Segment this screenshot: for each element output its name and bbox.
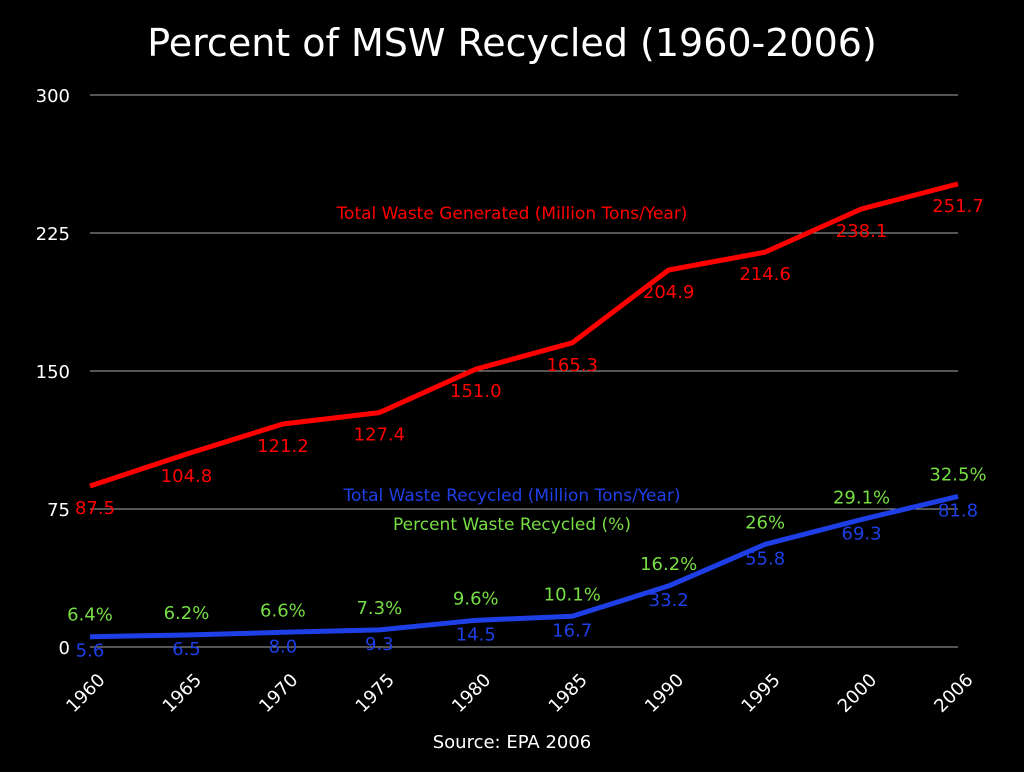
- data-label-recycled: 14.5: [456, 624, 496, 645]
- data-label-recycled: 33.2: [649, 590, 689, 611]
- x-tick-label: 1975: [352, 670, 399, 717]
- x-axis-ticks: 1960 1965 1970 1975 1980 1985 1990 1995 2000 2006: [62, 670, 977, 717]
- data-label-percent: 9.6%: [453, 588, 499, 609]
- data-label-recycled: 81.8: [938, 500, 978, 521]
- data-label-generated: 251.7: [932, 196, 984, 217]
- y-tick-label: 75: [47, 500, 70, 521]
- data-label-percent: 32.5%: [929, 464, 986, 485]
- series-line-recycled: [89, 494, 959, 640]
- data-label-percent: 10.1%: [544, 584, 601, 605]
- data-label-recycled: 6.5: [172, 639, 201, 660]
- x-tick-label: 1970: [255, 670, 302, 717]
- gridlines: [90, 94, 958, 648]
- y-tick-label: 225: [36, 224, 70, 245]
- data-label-generated: 151.0: [450, 381, 502, 402]
- data-label-generated: 165.3: [546, 355, 598, 376]
- series-label-percent: Percent Waste Recycled (%): [393, 515, 631, 535]
- data-label-generated: 127.4: [354, 425, 406, 446]
- data-label-percent: 26%: [745, 512, 785, 533]
- x-tick-label: 1980: [448, 670, 495, 717]
- data-label-percent: 16.2%: [640, 554, 697, 575]
- data-label-recycled: 8.0: [269, 636, 298, 657]
- y-axis-ticks: 0 75 150 225 300: [36, 86, 70, 659]
- data-label-percent: 6.2%: [164, 603, 210, 624]
- x-tick-label: 1995: [737, 670, 784, 717]
- series-label-generated: Total Waste Generated (Million Tons/Year…: [336, 204, 688, 224]
- y-tick-label: 0: [59, 638, 70, 659]
- data-label-recycled: 16.7: [552, 620, 592, 641]
- x-tick-label: 2000: [834, 670, 881, 717]
- series-lines: [89, 181, 959, 640]
- x-tick-label: 1960: [62, 670, 109, 717]
- series-label-recycled: Total Waste Recycled (Million Tons/Year): [343, 486, 681, 506]
- series-line-generated: [89, 181, 959, 489]
- data-label-percent: 29.1%: [833, 487, 890, 508]
- y-tick-label: 150: [36, 362, 70, 383]
- x-tick-label: 1965: [159, 670, 206, 717]
- chart-title: Percent of MSW Recycled (1960-2006): [147, 21, 877, 65]
- data-labels: 87.5 104.8 121.2 127.4 151.0 165.3 204.9 214.6 2…: [67, 196, 986, 662]
- x-tick-label: 2006: [930, 670, 977, 717]
- data-label-percent: 6.6%: [260, 600, 306, 621]
- data-label-recycled: 9.3: [365, 634, 394, 655]
- data-label-generated: 87.5: [75, 498, 115, 519]
- data-label-generated: 214.6: [739, 264, 791, 285]
- data-label-percent: 7.3%: [356, 598, 402, 619]
- x-tick-label: 1990: [641, 670, 688, 717]
- source-note: Source: EPA 2006: [433, 732, 592, 753]
- data-label-generated: 121.2: [257, 436, 309, 457]
- data-label-percent: 6.4%: [67, 605, 113, 626]
- y-tick-label: 300: [36, 86, 70, 107]
- x-tick-label: 1985: [545, 670, 592, 717]
- data-label-generated: 204.9: [643, 282, 695, 303]
- data-label-recycled: 5.6: [76, 641, 105, 662]
- data-label-recycled: 69.3: [842, 523, 882, 544]
- data-label-generated: 238.1: [836, 221, 888, 242]
- data-label-recycled: 55.8: [745, 548, 785, 569]
- data-label-generated: 104.8: [161, 466, 213, 487]
